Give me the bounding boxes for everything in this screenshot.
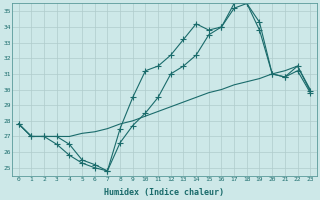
X-axis label: Humidex (Indice chaleur): Humidex (Indice chaleur) — [104, 188, 224, 197]
